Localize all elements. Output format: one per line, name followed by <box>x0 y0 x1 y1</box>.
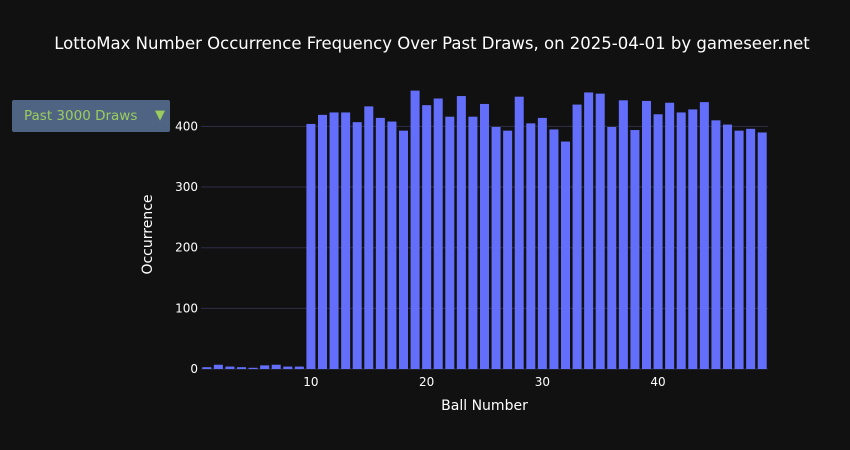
bar-34[interactable] <box>584 92 594 369</box>
bar-47[interactable] <box>734 130 744 369</box>
x-tick-label: 40 <box>650 375 665 389</box>
bar-22[interactable] <box>445 116 455 370</box>
bar-33[interactable] <box>572 104 582 369</box>
bar-42[interactable] <box>676 112 686 369</box>
bar-8[interactable] <box>283 366 293 369</box>
bar-23[interactable] <box>456 96 466 369</box>
y-axis-title: Occurrence <box>140 194 156 274</box>
bar-39[interactable] <box>641 100 652 369</box>
bar-24[interactable] <box>468 116 478 370</box>
bar-36[interactable] <box>607 126 617 369</box>
chart-title: LottoMax Number Occurrence Frequency Ove… <box>54 34 810 53</box>
bar-3[interactable] <box>225 366 235 369</box>
chevron-down-icon: ▼ <box>155 108 165 123</box>
dropdown-label: Past 3000 Draws <box>24 108 138 124</box>
y-tick-label: 100 <box>175 301 198 315</box>
x-tick-labels: 10 20 30 40 <box>303 375 665 389</box>
x-tick-label: 30 <box>535 375 550 389</box>
x-tick-label: 20 <box>419 375 434 389</box>
bar-12[interactable] <box>329 112 339 369</box>
bar-1[interactable] <box>202 367 212 369</box>
bar-32[interactable] <box>560 141 571 369</box>
bar-49[interactable] <box>757 132 767 369</box>
bar-45[interactable] <box>711 120 721 370</box>
bar-5[interactable] <box>248 367 258 369</box>
draws-range-dropdown[interactable]: Past 3000 Draws ▼ <box>12 100 170 132</box>
bar-21[interactable] <box>433 98 443 369</box>
bar-10[interactable] <box>306 123 316 370</box>
x-tick-label: 10 <box>303 375 318 389</box>
bar-19[interactable] <box>410 90 420 370</box>
bar-25[interactable] <box>479 103 490 369</box>
bar-17[interactable] <box>387 121 397 370</box>
x-axis-title: Ball Number <box>441 398 528 414</box>
bar-13[interactable] <box>341 112 351 369</box>
bar-44[interactable] <box>699 102 709 369</box>
bar-7[interactable] <box>271 364 281 369</box>
bar-38[interactable] <box>630 130 640 369</box>
bar-15[interactable] <box>364 106 374 369</box>
bar-27[interactable] <box>503 130 513 369</box>
y-tick-labels: 0 100 200 300 400 <box>175 119 198 376</box>
bar-30[interactable] <box>537 117 547 370</box>
bar-40[interactable] <box>653 114 663 370</box>
bar-35[interactable] <box>595 93 605 369</box>
y-tick-label: 400 <box>175 119 198 133</box>
bar-37[interactable] <box>618 100 628 370</box>
y-tick-label: 200 <box>175 241 198 255</box>
bar-48[interactable] <box>746 128 756 369</box>
bar-29[interactable] <box>526 123 536 369</box>
y-tick-label: 300 <box>175 180 198 194</box>
bar-43[interactable] <box>688 109 698 370</box>
bar-11[interactable] <box>317 114 328 369</box>
bar-31[interactable] <box>549 129 559 369</box>
bars <box>202 90 767 370</box>
bar-26[interactable] <box>491 126 501 369</box>
bar-4[interactable] <box>236 367 247 369</box>
bar-28[interactable] <box>514 96 524 369</box>
bar-14[interactable] <box>352 122 362 369</box>
bar-16[interactable] <box>375 117 385 370</box>
y-tick-label: 0 <box>190 362 198 376</box>
bar-18[interactable] <box>398 130 409 369</box>
bar-6[interactable] <box>260 365 270 369</box>
bar-46[interactable] <box>722 124 733 369</box>
bar-20[interactable] <box>422 105 432 370</box>
bar-41[interactable] <box>665 102 675 370</box>
bar-9[interactable] <box>294 366 304 369</box>
bar-2[interactable] <box>213 364 223 369</box>
